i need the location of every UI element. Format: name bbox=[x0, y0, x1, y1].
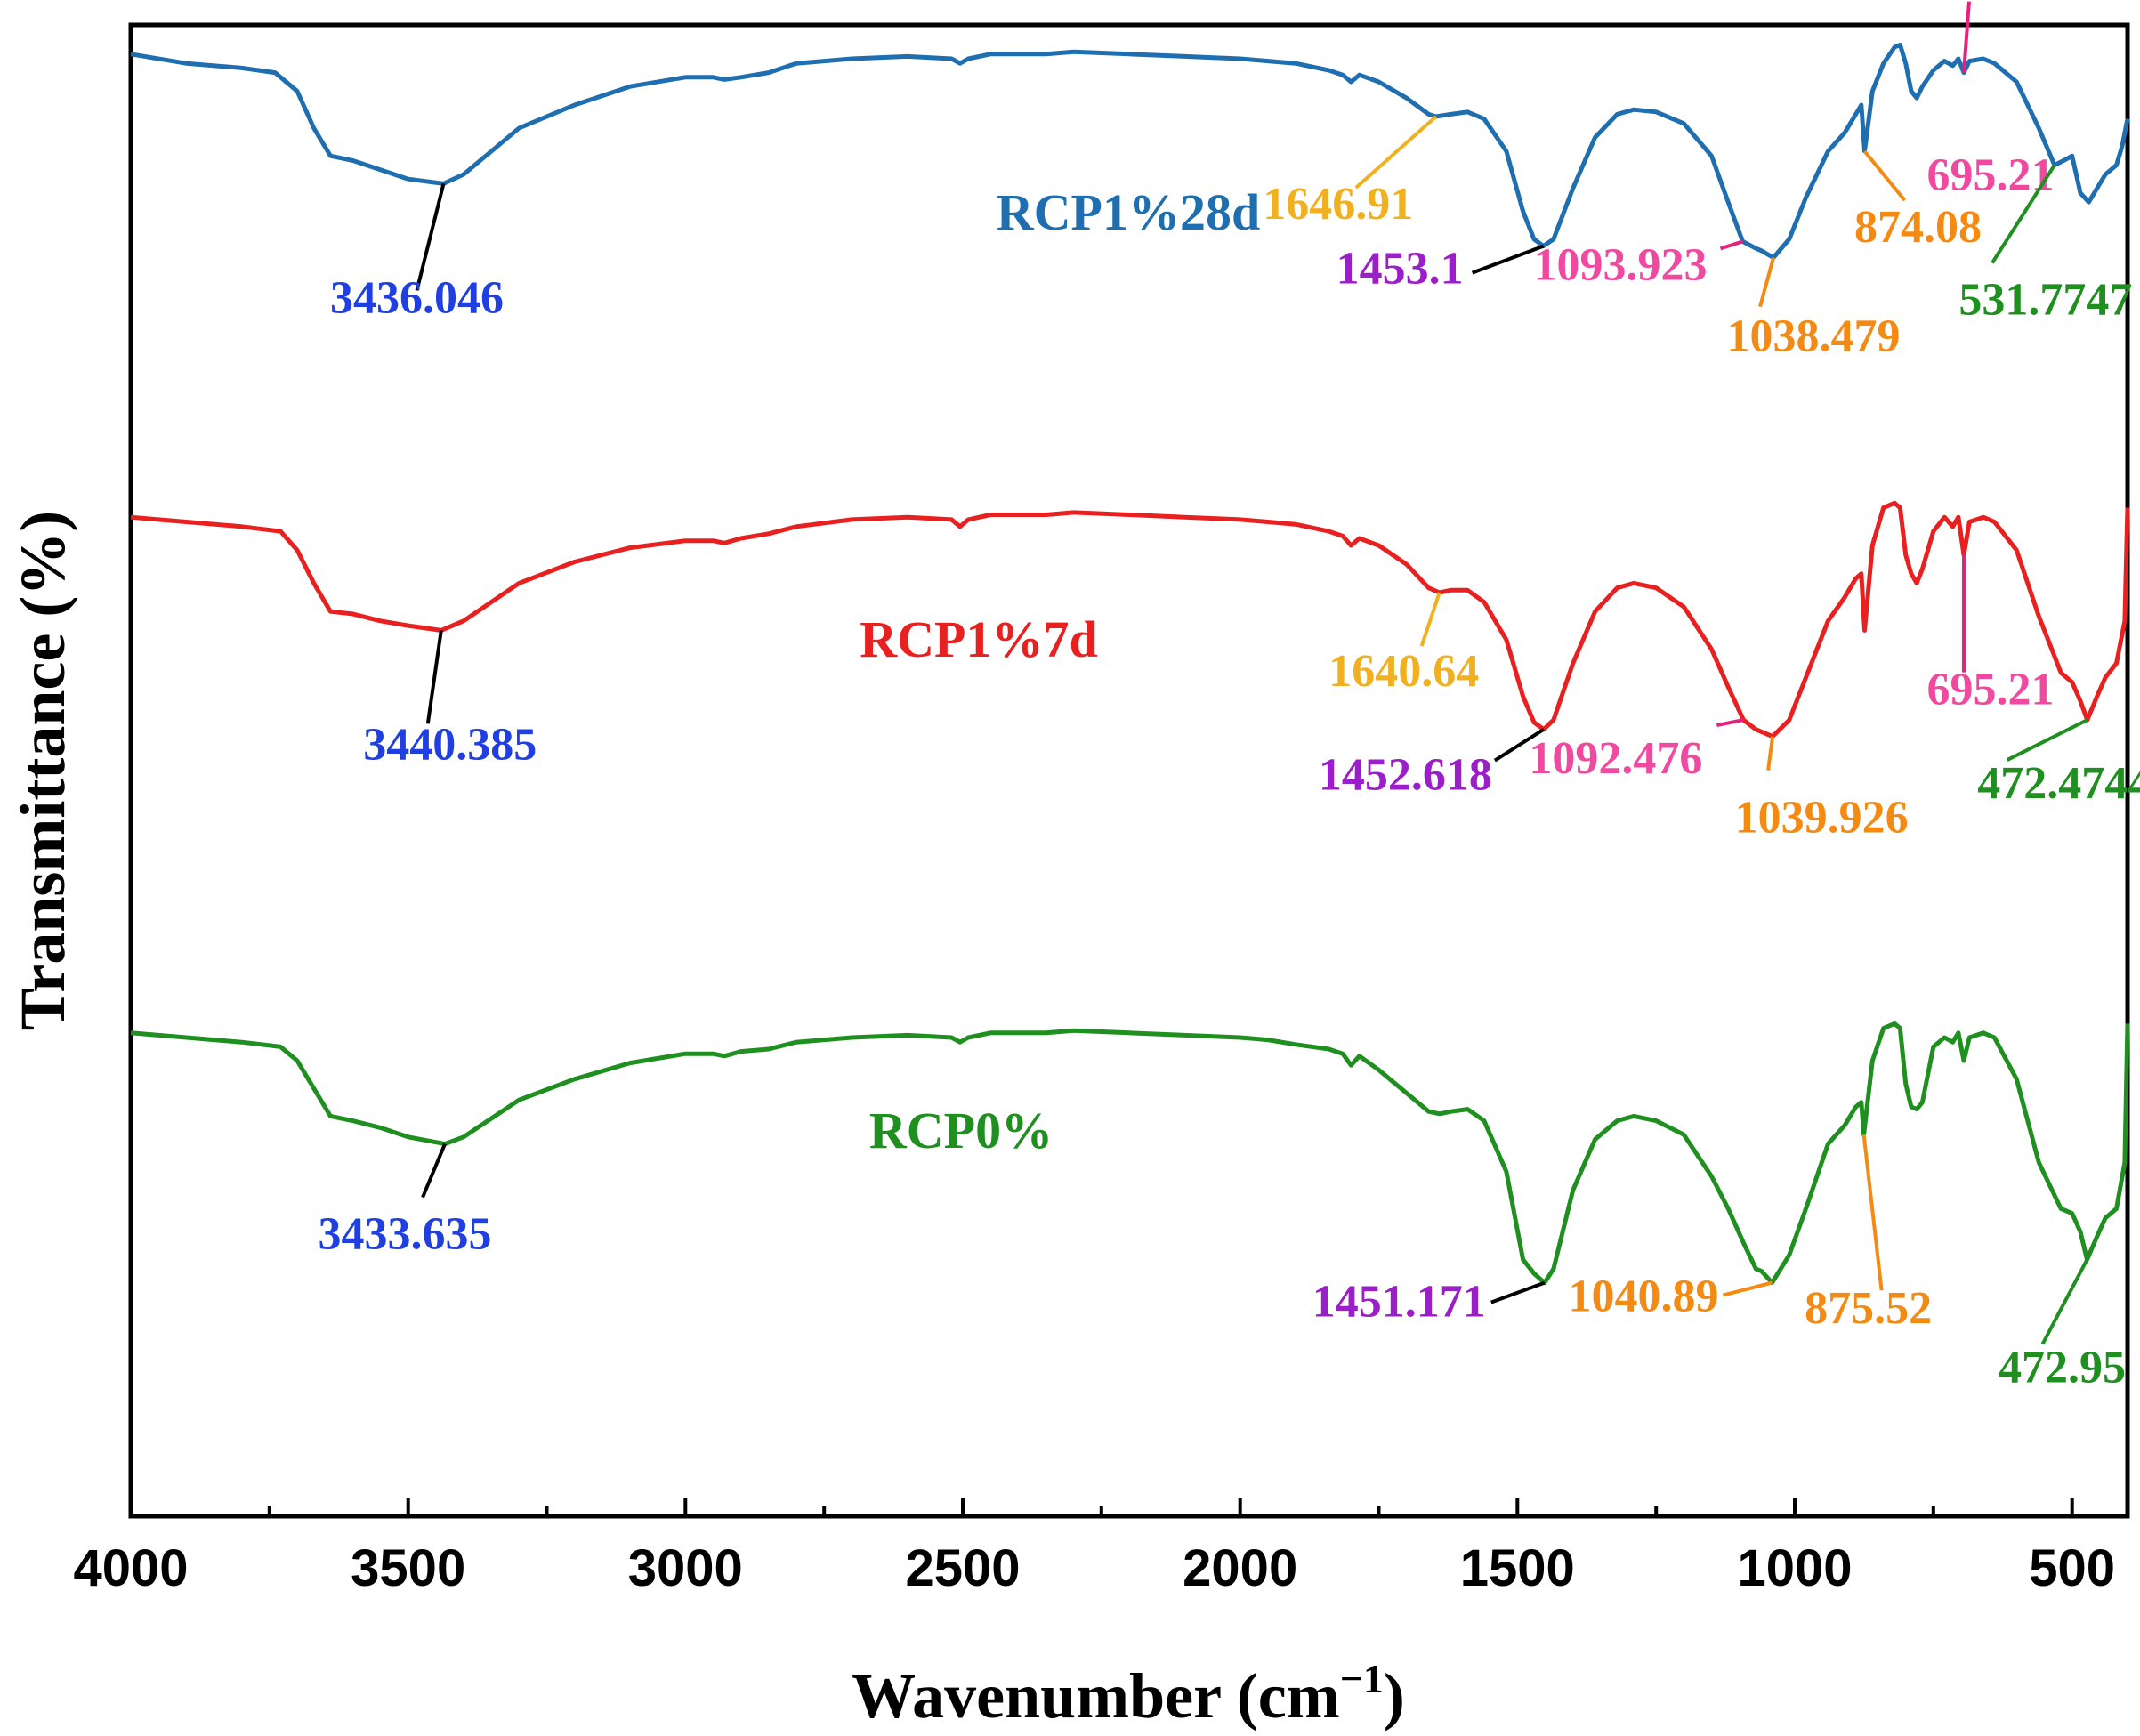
annotation-label-2: 1453.1 bbox=[1336, 244, 1464, 295]
annotation-leader-14 bbox=[2006, 718, 2088, 762]
annotation-leader-0 bbox=[415, 182, 446, 291]
series-label-layer: RCP1%28d RCP1%7d RCP0% bbox=[860, 183, 1260, 1159]
annotation-label-3: 1093.923 bbox=[1534, 239, 1708, 290]
annotation-label-0: 3436.046 bbox=[330, 272, 504, 323]
annotation-label-1: 1646.91 bbox=[1263, 179, 1413, 230]
series-label-1: RCP1%7d bbox=[860, 610, 1097, 668]
series-line-0 bbox=[130, 42, 2130, 261]
annotation-leader-19 bbox=[2040, 1258, 2089, 1345]
x-tick-label-3000: 3000 bbox=[628, 1539, 743, 1597]
annotation-leader-4 bbox=[1758, 257, 1775, 308]
y-axis-title: Transmittance (%) bbox=[7, 511, 78, 1031]
x-tick-label-2500: 2500 bbox=[905, 1539, 1020, 1597]
annotation-label-10: 1452.618 bbox=[1319, 750, 1492, 801]
annotation-layer: 3436.046 1646.91 1453.1 1093.923 1038.479 874… bbox=[319, 1, 2140, 1393]
annotation-leader-1 bbox=[1354, 115, 1438, 190]
annotation-label-5: 874.08 bbox=[1854, 202, 1982, 253]
x-axis-ticks: 4000 3500 3000 2500 2000 1500 1000 500 bbox=[73, 1498, 2115, 1597]
x-tick-label-1500: 1500 bbox=[1460, 1539, 1575, 1597]
x-tick-label-1000: 1000 bbox=[1737, 1539, 1852, 1597]
series-label-2: RCP0% bbox=[869, 1102, 1053, 1159]
annotation-label-11: 1092.476 bbox=[1529, 733, 1702, 784]
annotation-label-8: 3440.385 bbox=[363, 719, 537, 770]
x-axis-title: Wavenumber (cm−1) bbox=[852, 1656, 1405, 1732]
annotation-label-6: 695.21 bbox=[1927, 150, 2055, 201]
annotation-leader-7 bbox=[1991, 164, 2056, 264]
annotation-leader-16 bbox=[1490, 1280, 1546, 1304]
annotation-leader-18 bbox=[1861, 1134, 1884, 1291]
annotation-label-14: 472.4744 bbox=[1977, 758, 2140, 809]
annotation-label-12: 1039.926 bbox=[1735, 793, 1909, 844]
annotation-label-16: 1451.171 bbox=[1312, 1277, 1486, 1328]
annotation-leader-10 bbox=[1493, 728, 1545, 763]
series-line-1 bbox=[130, 500, 2130, 739]
plot-frame bbox=[128, 22, 2130, 1519]
series-label-0: RCP1%28d bbox=[997, 183, 1260, 241]
annotation-label-7: 531.7747 bbox=[1958, 275, 2132, 326]
annotation-leader-17 bbox=[1723, 1280, 1773, 1297]
annotation-label-9: 1640.64 bbox=[1328, 646, 1479, 697]
x-tick-label-500: 500 bbox=[2029, 1539, 2115, 1597]
x-tick-label-2000: 2000 bbox=[1183, 1539, 1297, 1597]
x-tick-label-4000: 4000 bbox=[73, 1539, 188, 1597]
x-tick-label-3500: 3500 bbox=[351, 1539, 465, 1597]
annotation-leader-2 bbox=[1471, 244, 1545, 275]
annotation-label-17: 1040.89 bbox=[1569, 1272, 1719, 1322]
annotation-label-4: 1038.479 bbox=[1727, 311, 1901, 362]
annotation-leader-6 bbox=[1962, 1, 1971, 73]
annotation-leader-8 bbox=[425, 630, 443, 724]
annotation-label-19: 472.95 bbox=[1999, 1343, 2126, 1393]
annotation-label-13: 695.21 bbox=[1927, 665, 2055, 715]
annotation-leader-9 bbox=[1419, 592, 1441, 647]
annotation-leader-3 bbox=[1719, 239, 1744, 251]
series-layer bbox=[130, 42, 2130, 1286]
annotation-leader-12 bbox=[1766, 736, 1775, 771]
annotation-label-18: 875.52 bbox=[1805, 1283, 1932, 1334]
annotation-leader-5 bbox=[1862, 149, 1907, 202]
series-line-2 bbox=[130, 1021, 2130, 1286]
annotation-label-15: 3433.635 bbox=[319, 1209, 492, 1260]
annotation-leader-11 bbox=[1716, 718, 1744, 728]
annotation-leader-15 bbox=[421, 1143, 447, 1199]
